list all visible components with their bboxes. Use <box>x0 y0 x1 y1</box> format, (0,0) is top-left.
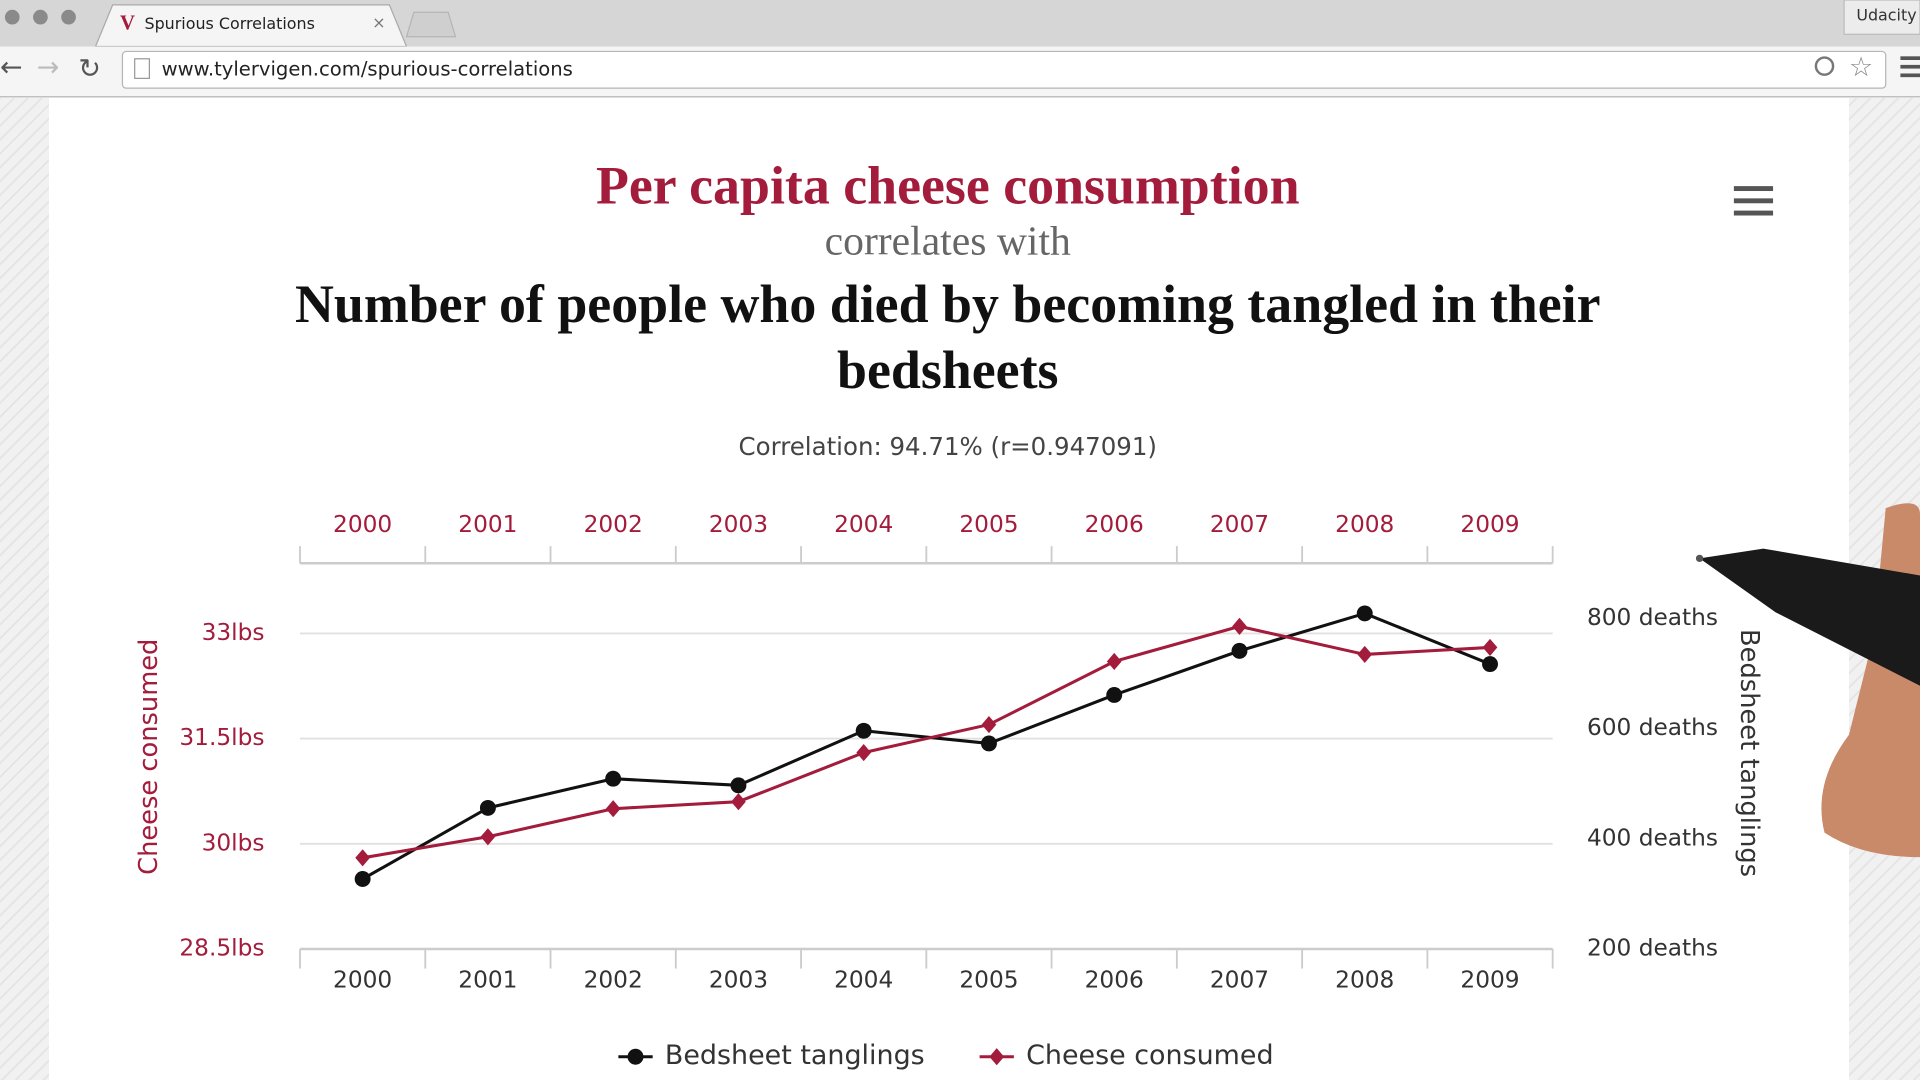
y-tick-label: 28.5lbs <box>179 934 264 961</box>
point <box>1356 605 1373 622</box>
browser-menu[interactable] <box>1900 56 1920 78</box>
x-tick-label-top: 2002 <box>584 511 643 538</box>
forward-button[interactable]: → <box>37 52 60 83</box>
x-tick-label-top: 2006 <box>1085 511 1144 538</box>
point <box>1357 645 1373 664</box>
page-icon <box>134 58 150 79</box>
x-tick-label-top: 2008 <box>1335 511 1394 538</box>
y2-axis-label: Bedsheet tanglings <box>1734 629 1764 877</box>
profile-name: Udacity <box>1856 5 1916 24</box>
x-tick-label: 2006 <box>1085 966 1144 993</box>
point <box>855 722 872 739</box>
back-button[interactable]: ← <box>0 52 23 83</box>
address-bar[interactable] <box>121 50 1887 89</box>
y2-tick-label: 200 deaths <box>1587 934 1718 961</box>
point <box>856 744 872 762</box>
point <box>480 828 496 846</box>
y-tick-label: 30lbs <box>202 829 265 856</box>
tab-icon: V <box>120 10 135 34</box>
chart-title: Per capita cheese consumption <box>596 155 1300 215</box>
point <box>1482 638 1498 656</box>
second-title-box: Number of people who died by becoming ta… <box>294 274 1601 401</box>
y-tick-label: 33lbs <box>202 619 265 646</box>
y2-tick-label: 800 deaths <box>1587 604 1718 631</box>
point <box>354 871 371 887</box>
pen-hand <box>1695 503 1920 858</box>
point <box>605 770 622 787</box>
second-title: Number of people who died by becoming ta… <box>294 274 1601 401</box>
legend-marker <box>989 1048 1005 1066</box>
window-button[interactable] <box>61 9 76 25</box>
tab-title: Spurious Correlations <box>144 14 314 33</box>
correlation: Correlation: 94.71% (r=0.947091) <box>739 432 1157 461</box>
x-tick-label: 2009 <box>1460 966 1519 993</box>
point <box>355 849 370 867</box>
y2-tick-label: 600 deaths <box>1587 714 1718 741</box>
y-tick-label: 31.5lbs <box>179 724 264 751</box>
zoom-icon[interactable] <box>1814 56 1835 76</box>
x-tick-label-top: 2007 <box>1210 511 1269 538</box>
point <box>981 715 997 734</box>
x-tick-label-top: 2004 <box>834 511 893 538</box>
reload-button[interactable]: ↻ <box>78 53 101 84</box>
point <box>1106 687 1123 703</box>
point <box>1106 652 1122 671</box>
url: www.tylervigen.com/spurious-correlations <box>162 57 573 80</box>
point <box>981 735 997 752</box>
y2-tick-label: 400 deaths <box>1587 824 1718 851</box>
legend-label: Bedsheet tanglings <box>665 1040 925 1071</box>
x-tick-label: 2003 <box>709 966 768 993</box>
series-line <box>362 624 1491 860</box>
window-button[interactable] <box>4 9 20 25</box>
x-tick-label: 2008 <box>1335 966 1394 993</box>
menu-button[interactable] <box>1733 186 1774 216</box>
chart-subtitle: correlates with <box>825 218 1071 264</box>
x-tick-label-top: 2009 <box>1460 511 1519 538</box>
x-tick-label-top: 2003 <box>709 511 768 538</box>
point <box>1482 656 1498 673</box>
x-tick-label: 2004 <box>834 966 893 993</box>
content-panel <box>48 97 1849 1080</box>
window-button[interactable] <box>33 9 48 25</box>
new-tab[interactable] <box>405 11 457 38</box>
x-tick-label-top: 2000 <box>333 511 392 538</box>
profile-badge[interactable] <box>1843 0 1920 35</box>
point <box>479 799 496 816</box>
point <box>730 777 747 794</box>
x-tick-label: 2005 <box>959 966 1018 993</box>
point <box>1231 642 1248 659</box>
y-axis-label: Cheese consumed <box>134 639 164 875</box>
legend-label: Cheese consumed <box>1026 1040 1273 1071</box>
point <box>605 800 621 818</box>
x-tick-label: 2007 <box>1210 966 1269 993</box>
tab-close[interactable]: × <box>372 13 385 32</box>
legend-marker <box>627 1048 644 1065</box>
x-tick-label: 2001 <box>458 966 517 993</box>
bookmark-star[interactable]: ☆ <box>1849 52 1873 83</box>
x-tick-label-top: 2001 <box>458 511 517 538</box>
point <box>731 793 746 811</box>
plot: 28.5lbs 30lbs 31.5lbs 33lbs 200 deaths 400 de… <box>179 511 1718 1071</box>
x-tick-label-top: 2005 <box>959 511 1018 538</box>
x-tick-label: 2000 <box>333 966 392 993</box>
x-tick-label: 2002 <box>584 966 643 993</box>
